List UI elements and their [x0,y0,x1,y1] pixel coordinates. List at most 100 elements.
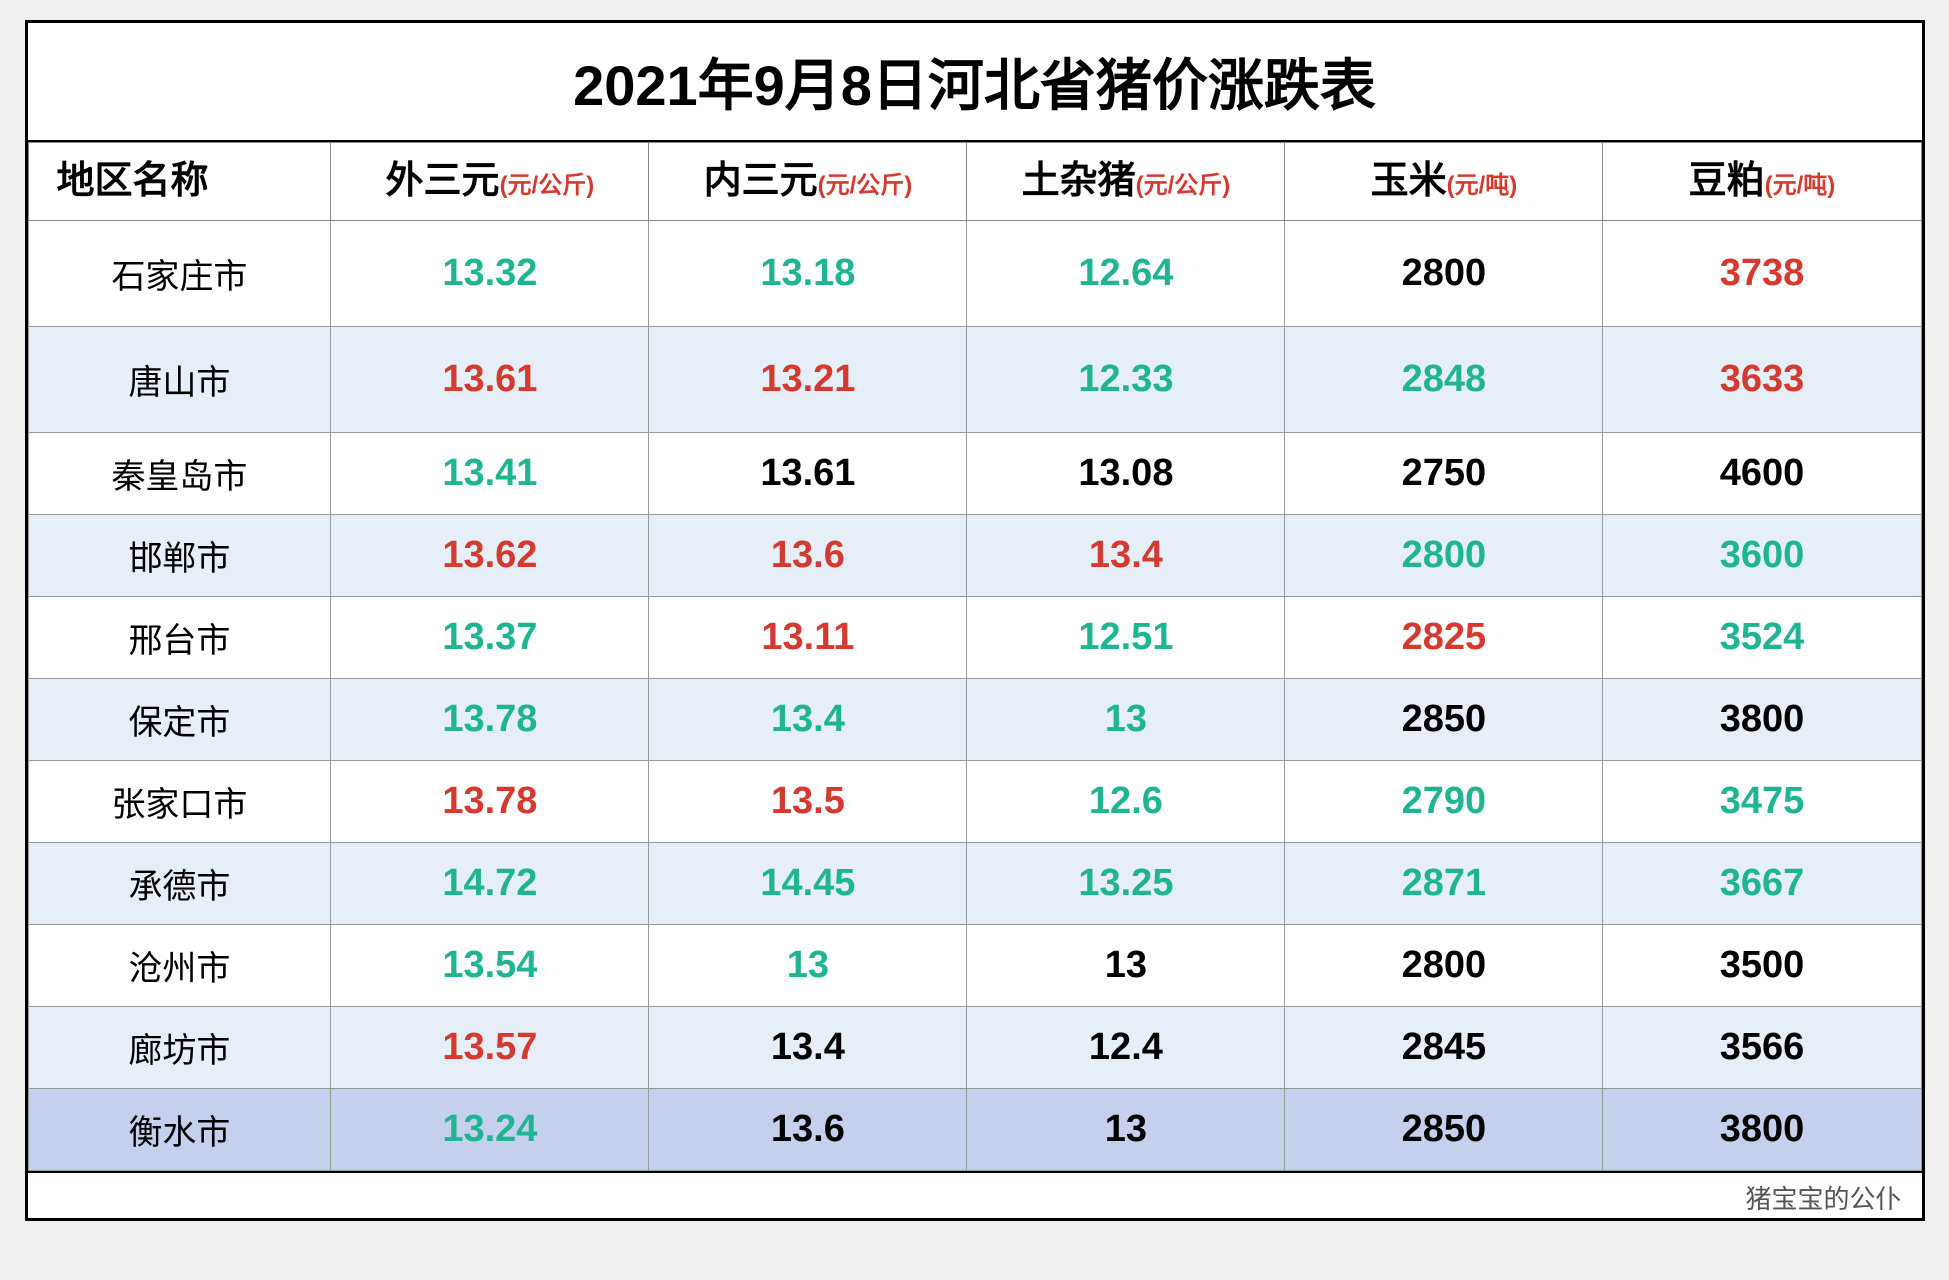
value-cell: 3600 [1603,515,1921,597]
value-cell: 2850 [1285,1089,1603,1171]
column-unit: (元/公斤) [818,172,913,199]
value-cell: 13.78 [331,679,649,761]
region-cell: 张家口市 [28,761,331,843]
value-cell: 13 [967,679,1285,761]
watermark: 猪宝宝的公仆 [28,1171,1922,1218]
region-cell: 承德市 [28,843,331,925]
value-cell: 2800 [1285,221,1603,327]
value-cell: 14.45 [649,843,967,925]
price-table: 地区名称外三元(元/公斤)内三元(元/公斤)土杂猪(元/公斤)玉米(元/吨)豆粕… [28,142,1922,1171]
column-label: 内三元 [704,160,818,202]
column-header: 外三元(元/公斤) [331,143,649,221]
value-cell: 13.61 [331,327,649,433]
value-cell: 2800 [1285,925,1603,1007]
value-cell: 3566 [1603,1007,1921,1089]
value-cell: 12.4 [967,1007,1285,1089]
value-cell: 3633 [1603,327,1921,433]
value-cell: 12.51 [967,597,1285,679]
table-row: 石家庄市13.3213.1812.6428003738 [28,221,1921,327]
column-header: 土杂猪(元/公斤) [967,143,1285,221]
column-header: 玉米(元/吨) [1285,143,1603,221]
value-cell: 12.64 [967,221,1285,327]
column-unit: (元/吨) [1447,172,1518,199]
value-cell: 13 [967,1089,1285,1171]
column-header: 豆粕(元/吨) [1603,143,1921,221]
column-header: 地区名称 [28,143,331,221]
value-cell: 13.18 [649,221,967,327]
table-title: 2021年9月8日河北省猪价涨跌表 [28,23,1922,142]
value-cell: 3738 [1603,221,1921,327]
column-unit: (元/公斤) [500,172,595,199]
value-cell: 13.57 [331,1007,649,1089]
value-cell: 12.6 [967,761,1285,843]
value-cell: 13 [649,925,967,1007]
value-cell: 13.08 [967,433,1285,515]
value-cell: 13.61 [649,433,967,515]
value-cell: 13.4 [649,1007,967,1089]
region-cell: 石家庄市 [28,221,331,327]
value-cell: 13.37 [331,597,649,679]
value-cell: 3800 [1603,679,1921,761]
value-cell: 2845 [1285,1007,1603,1089]
value-cell: 13.21 [649,327,967,433]
value-cell: 13.41 [331,433,649,515]
region-cell: 保定市 [28,679,331,761]
table-row: 邯郸市13.6213.613.428003600 [28,515,1921,597]
value-cell: 13.32 [331,221,649,327]
value-cell: 13.11 [649,597,967,679]
value-cell: 2750 [1285,433,1603,515]
value-cell: 2848 [1285,327,1603,433]
table-row: 廊坊市13.5713.412.428453566 [28,1007,1921,1089]
table-row: 秦皇岛市13.4113.6113.0827504600 [28,433,1921,515]
column-label: 玉米 [1371,160,1447,202]
table-row: 邢台市13.3713.1112.5128253524 [28,597,1921,679]
column-label: 豆粕 [1689,160,1765,202]
column-unit: (元/公斤) [1136,172,1231,199]
value-cell: 13.24 [331,1089,649,1171]
value-cell: 13.4 [967,515,1285,597]
value-cell: 13.6 [649,1089,967,1171]
value-cell: 3800 [1603,1089,1921,1171]
region-cell: 邯郸市 [28,515,331,597]
value-cell: 13.25 [967,843,1285,925]
region-cell: 廊坊市 [28,1007,331,1089]
value-cell: 13 [967,925,1285,1007]
table-row: 保定市13.7813.41328503800 [28,679,1921,761]
table-row: 沧州市13.54131328003500 [28,925,1921,1007]
value-cell: 3524 [1603,597,1921,679]
value-cell: 13.54 [331,925,649,1007]
region-cell: 沧州市 [28,925,331,1007]
region-cell: 邢台市 [28,597,331,679]
value-cell: 3500 [1603,925,1921,1007]
value-cell: 14.72 [331,843,649,925]
table-row: 张家口市13.7813.512.627903475 [28,761,1921,843]
value-cell: 13.4 [649,679,967,761]
table-row: 衡水市13.2413.61328503800 [28,1089,1921,1171]
region-cell: 秦皇岛市 [28,433,331,515]
value-cell: 13.62 [331,515,649,597]
column-unit: (元/吨) [1765,172,1836,199]
column-label: 土杂猪 [1022,160,1136,202]
table-row: 唐山市13.6113.2112.3328483633 [28,327,1921,433]
column-label: 地区名称 [57,160,209,202]
column-header: 内三元(元/公斤) [649,143,967,221]
table-header-row: 地区名称外三元(元/公斤)内三元(元/公斤)土杂猪(元/公斤)玉米(元/吨)豆粕… [28,143,1921,221]
value-cell: 13.5 [649,761,967,843]
value-cell: 2871 [1285,843,1603,925]
value-cell: 2825 [1285,597,1603,679]
table-body: 石家庄市13.3213.1812.6428003738唐山市13.6113.21… [28,221,1921,1171]
region-cell: 唐山市 [28,327,331,433]
value-cell: 3667 [1603,843,1921,925]
region-cell: 衡水市 [28,1089,331,1171]
value-cell: 13.78 [331,761,649,843]
price-table-sheet: 2021年9月8日河北省猪价涨跌表 地区名称外三元(元/公斤)内三元(元/公斤)… [25,20,1925,1221]
value-cell: 2850 [1285,679,1603,761]
value-cell: 2790 [1285,761,1603,843]
value-cell: 3475 [1603,761,1921,843]
value-cell: 12.33 [967,327,1285,433]
column-label: 外三元 [386,160,500,202]
value-cell: 2800 [1285,515,1603,597]
table-row: 承德市14.7214.4513.2528713667 [28,843,1921,925]
value-cell: 13.6 [649,515,967,597]
value-cell: 4600 [1603,433,1921,515]
